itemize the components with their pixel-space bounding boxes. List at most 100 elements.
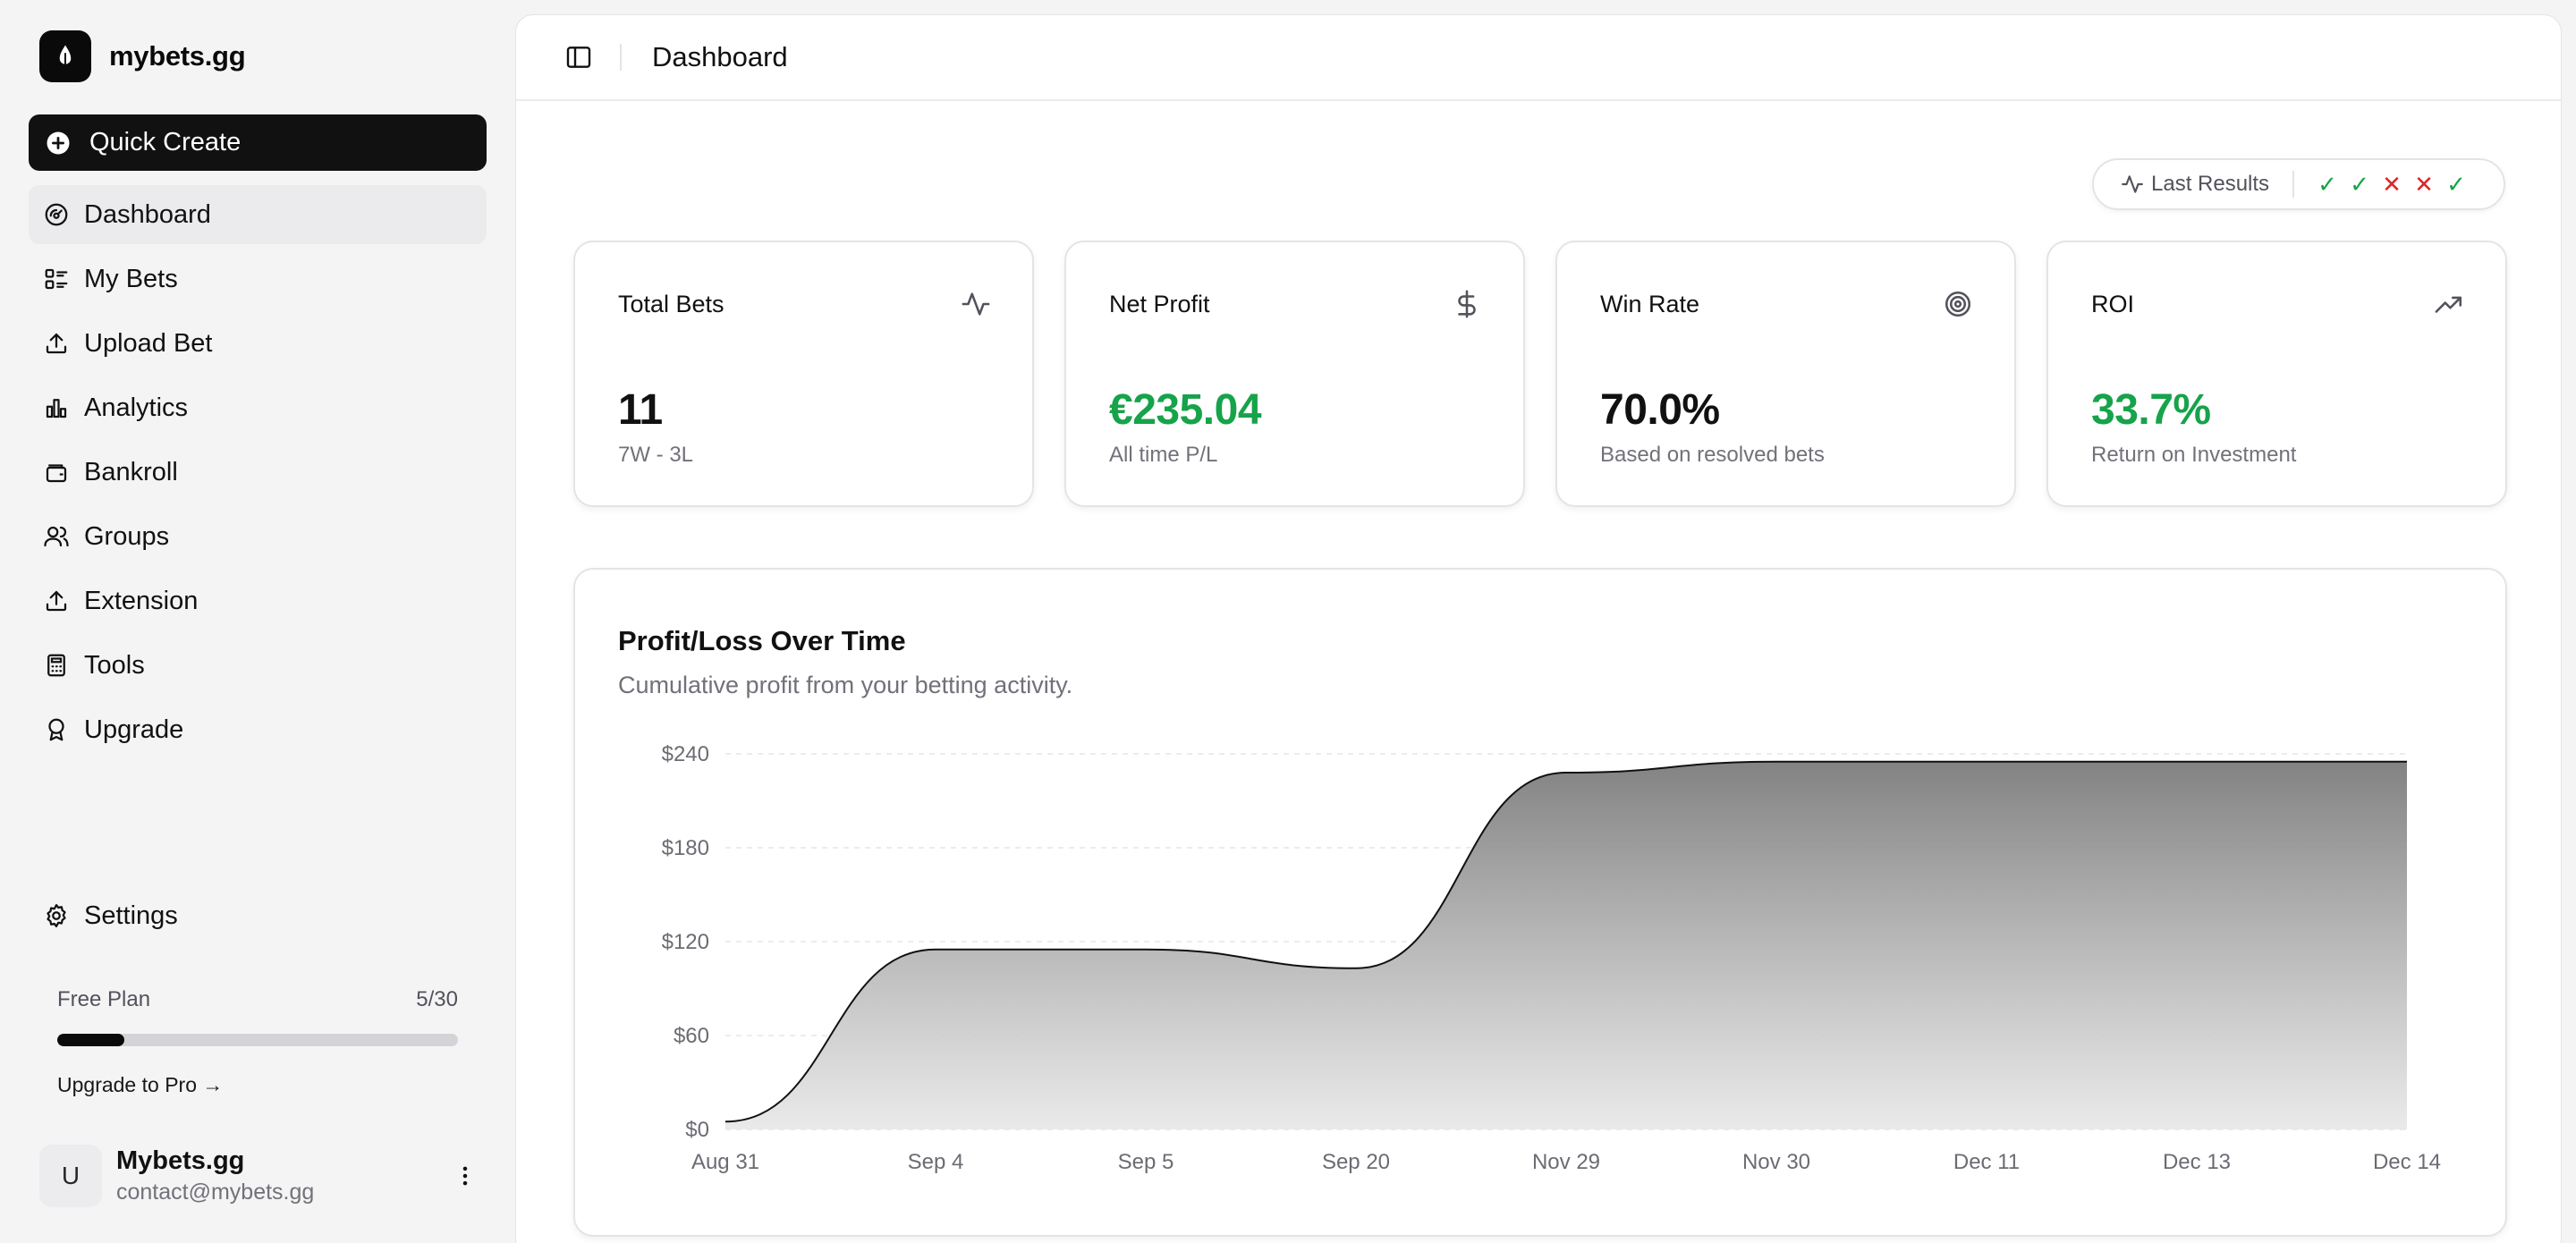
bar-chart-icon <box>43 394 70 421</box>
sidebar-item-label: Analytics <box>84 393 189 422</box>
sidebar-item-label: My Bets <box>84 264 178 293</box>
sidebar-item-label: Upload Bet <box>84 328 213 358</box>
sidebar-item-tools[interactable]: Tools <box>29 636 487 695</box>
sidebar-item-analytics[interactable]: Analytics <box>29 378 487 437</box>
brand-logo-icon <box>39 30 91 82</box>
topbar: Dashboard <box>516 15 2561 101</box>
more-vertical-icon[interactable] <box>447 1158 483 1194</box>
chart-title: Profit/Loss Over Time <box>618 625 906 656</box>
profit-loss-chart: $0 $60 $120 $180 $240 Aug 31 Sep 4 Sep 5 Sep 20 N… <box>662 742 2441 1174</box>
stat-title: ROI <box>2091 291 2135 317</box>
stat-card-win-rate: Win Rate 70.0% Based on resolved bets <box>1555 241 2016 507</box>
sidebar-item-bankroll[interactable]: Bankroll <box>29 443 487 502</box>
profit-line <box>724 760 2407 1123</box>
plan-progress-bar <box>57 1034 458 1046</box>
result-win-icon: ✓ <box>2446 171 2466 198</box>
sidebar-item-upgrade[interactable]: Upgrade <box>29 700 487 759</box>
upload-icon <box>43 330 70 357</box>
results-divider <box>2292 171 2295 198</box>
plan-usage-count: 5/30 <box>416 987 458 1011</box>
settings-label: Settings <box>84 901 178 930</box>
stat-value: €235.04 <box>1109 386 1262 434</box>
result-loss-icon: ✕ <box>2414 171 2434 198</box>
header-divider <box>620 44 622 71</box>
user-profile[interactable]: U Mybets.gg contact@mybets.gg <box>39 1145 483 1207</box>
profit-area-fill <box>725 761 2407 1129</box>
main-panel: Dashboard Last Results ✓ ✓ ✕ ✕ ✓ Total Bets … <box>515 14 2562 1243</box>
sidebar-item-label: Dashboard <box>84 199 211 229</box>
dollar-icon <box>1452 289 1482 319</box>
sidebar-item-label: Upgrade <box>84 715 184 744</box>
stat-subtitle: Based on resolved bets <box>1600 443 1825 467</box>
x-tick-label: Dec 13 <box>2163 1150 2231 1174</box>
stat-value: 33.7% <box>2091 386 2211 434</box>
avatar: U <box>39 1145 102 1207</box>
stats-row: Total Bets 11 7W - 3L Net Profit €235.04… <box>573 241 2507 507</box>
plan-progress-fill <box>57 1034 124 1046</box>
sidebar-item-my-bets[interactable]: My Bets <box>29 249 487 309</box>
calculator-icon <box>43 652 70 679</box>
chart-subtitle: Cumulative profit from your betting acti… <box>618 672 1073 698</box>
x-tick-label: Sep 5 <box>1118 1150 1174 1174</box>
x-tick-label: Nov 29 <box>1532 1150 1600 1174</box>
last-results-badge: Last Results ✓ ✓ ✕ ✕ ✓ <box>2092 158 2505 210</box>
sidebar-nav: Dashboard My Bets Upload Bet <box>29 185 487 765</box>
user-email: contact@mybets.gg <box>116 1180 315 1205</box>
plan-name: Free Plan <box>57 987 151 1011</box>
result-loss-icon: ✕ <box>2382 171 2402 198</box>
users-icon <box>43 523 70 550</box>
trending-up-icon <box>2434 289 2464 319</box>
stat-title: Net Profit <box>1109 291 1210 317</box>
y-tick-label: $180 <box>662 836 709 860</box>
result-marks: ✓ ✓ ✕ ✕ ✓ <box>2316 173 2468 196</box>
dashboard-icon <box>43 201 70 228</box>
x-tick-label: Nov 30 <box>1742 1150 1810 1174</box>
stat-card-roi: ROI 33.7% Return on Investment <box>2046 241 2507 507</box>
result-win-icon: ✓ <box>2318 171 2337 198</box>
y-tick-label: $0 <box>685 1118 709 1142</box>
target-icon <box>1943 289 1973 319</box>
x-tick-label: Dec 14 <box>2373 1150 2441 1174</box>
quick-create-label: Quick Create <box>89 128 242 156</box>
x-tick-label: Dec 11 <box>1953 1150 2020 1174</box>
sidebar-item-dashboard[interactable]: Dashboard <box>29 185 487 244</box>
quick-create-button[interactable]: Quick Create <box>29 114 487 171</box>
stat-title: Win Rate <box>1600 291 1700 317</box>
stat-subtitle: Return on Investment <box>2091 443 2297 467</box>
x-tick-label: Sep 20 <box>1322 1150 1390 1174</box>
user-name: Mybets.gg <box>116 1146 245 1175</box>
activity-icon <box>961 289 991 319</box>
stat-card-total-bets: Total Bets 11 7W - 3L <box>573 241 1034 507</box>
stat-title: Total Bets <box>618 291 724 317</box>
wallet-icon <box>43 459 70 486</box>
x-tick-label: Sep 4 <box>908 1150 964 1174</box>
list-icon <box>43 266 70 292</box>
sidebar: mybets.gg Quick Create Dashboard <box>0 0 513 1243</box>
sidebar-item-settings[interactable]: Settings <box>29 886 487 945</box>
y-tick-label: $120 <box>662 930 709 954</box>
sidebar-item-label: Groups <box>84 521 170 551</box>
sidebar-item-upload-bet[interactable]: Upload Bet <box>29 314 487 373</box>
brand-name: mybets.gg <box>109 40 246 72</box>
stat-card-net-profit: Net Profit €235.04 All time P/L <box>1064 241 1525 507</box>
stat-value: 70.0% <box>1600 386 1720 434</box>
upgrade-to-pro-link[interactable]: Upgrade to Pro → <box>57 1073 224 1096</box>
result-win-icon: ✓ <box>2350 171 2369 198</box>
last-results-label: Last Results <box>2151 172 2270 196</box>
y-tick-label: $240 <box>662 742 709 766</box>
y-tick-label: $60 <box>674 1024 709 1048</box>
sidebar-item-groups[interactable]: Groups <box>29 507 487 566</box>
sidebar-item-extension[interactable]: Extension <box>29 571 487 630</box>
brand[interactable]: mybets.gg <box>39 30 246 82</box>
stat-subtitle: 7W - 3L <box>618 443 694 467</box>
page-title: Dashboard <box>652 41 788 72</box>
sidebar-item-label: Bankroll <box>84 457 178 486</box>
sidebar-toggle-icon[interactable] <box>561 39 597 75</box>
stat-value: 11 <box>618 386 663 434</box>
plus-circle-icon <box>45 130 72 156</box>
stat-subtitle: All time P/L <box>1109 443 1218 467</box>
plan-usage: Free Plan 5/30 Upgrade to Pro → <box>57 987 458 1097</box>
award-icon <box>43 716 70 743</box>
profit-loss-chart-card: Profit/Loss Over Time Cumulative profit … <box>573 568 2507 1237</box>
x-tick-label: Aug 31 <box>691 1150 759 1174</box>
